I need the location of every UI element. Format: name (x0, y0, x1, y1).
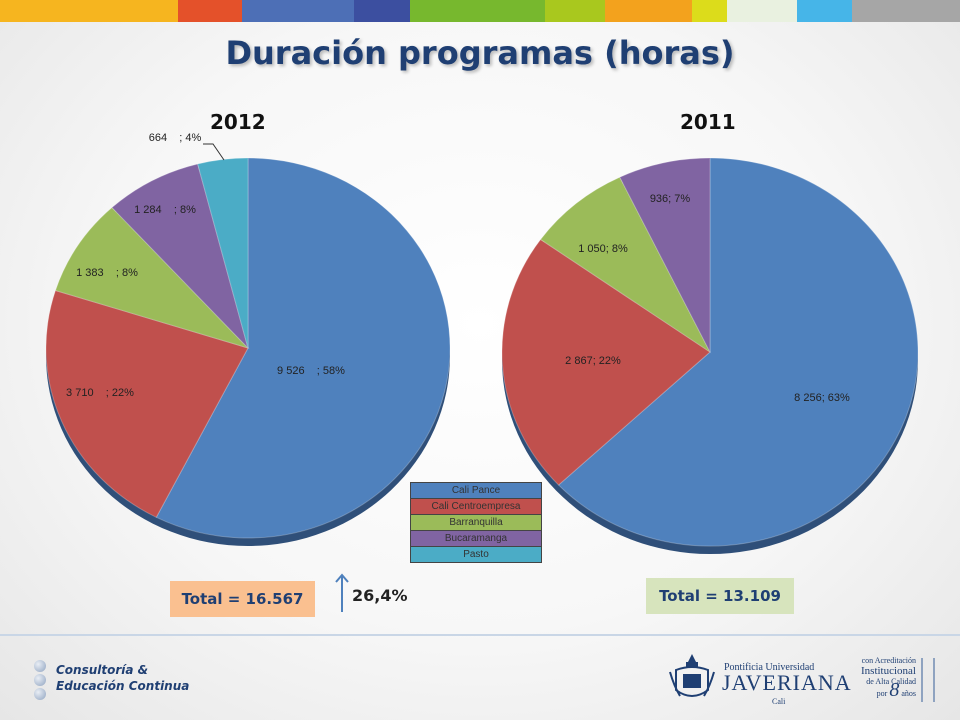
consultoria-line1: Consultoría & (56, 663, 149, 677)
university-city: Cali (772, 697, 786, 706)
legend-item-pasto: Pasto (411, 547, 541, 562)
band-segment (242, 0, 354, 22)
chart-2011-title: 2011 (680, 110, 736, 134)
data-label: 2 867; 22% (565, 355, 621, 367)
band-segment (605, 0, 692, 22)
legend: Cali Pance Cali Centroempresa Barranquil… (410, 482, 542, 563)
consultoria-line2: Educación Continua (56, 679, 190, 693)
growth-percentage: 26,4% (352, 586, 408, 605)
accreditation-line1: con Acreditación (861, 656, 916, 665)
band-segment (852, 0, 960, 22)
university-name-big: JAVERIANA (722, 670, 852, 695)
pie-slice-cali-centroempresa (501, 238, 711, 486)
accreditation-bar (921, 658, 935, 702)
band-segment (410, 0, 545, 22)
data-label: 1 284 ; 8% (134, 204, 196, 216)
data-label: 3 710 ; 22% (66, 387, 134, 399)
legend-item-cali-centroempresa: Cali Centroempresa (411, 499, 541, 515)
band-segment (545, 0, 605, 22)
up-arrow-icon (335, 573, 349, 612)
total-2011: Total = 13.109 (646, 578, 794, 614)
data-label: 936; 7% (650, 193, 691, 205)
data-label: 1 050; 8% (578, 243, 628, 255)
callout-leader-line (203, 143, 225, 161)
chart-2012-title: 2012 (210, 110, 266, 134)
pie-slice-cali-pance (557, 157, 919, 547)
pie-slice-pasto (197, 157, 249, 349)
accreditation-line2: Institucional (861, 665, 916, 677)
pie-slice-cali-pance (155, 157, 451, 539)
top-color-band (0, 0, 960, 22)
band-segment (797, 0, 852, 22)
university-crest-icon (669, 654, 715, 697)
slide-title: Duración programas (horas) (225, 34, 735, 72)
band-segment (0, 0, 178, 22)
accreditation-number: 8 (889, 679, 900, 701)
data-label: 9 526 ; 58% (277, 365, 345, 377)
pie-charts: 9 526 ; 58% 3 710 ; 22% 1 383 ; 8% 1 284 ; … (45, 132, 919, 554)
band-segment (354, 0, 410, 22)
band-segment (692, 0, 727, 22)
legend-item-barranquilla: Barranquilla (411, 515, 541, 531)
accreditation-badge: con Acreditación Institucional de Alta C… (848, 656, 916, 701)
legend-item-bucaramanga: Bucaramanga (411, 531, 541, 547)
accreditation-years: años (901, 689, 916, 698)
pie-slice-cali-centroempresa (45, 289, 249, 518)
pie-slice-bucaramanga (111, 163, 249, 349)
legend-item-cali-pance: Cali Pance (411, 483, 541, 499)
total-2012: Total = 16.567 (170, 581, 315, 617)
band-segment (178, 0, 242, 22)
accreditation-por: por (876, 689, 888, 698)
pie-slice-barranquilla (54, 206, 250, 350)
data-label: 1 383 ; 8% (76, 267, 138, 279)
pie-slice-bucaramanga (619, 157, 711, 353)
data-label: 8 256; 63% (794, 392, 850, 404)
data-label: 664 ; 4% (149, 132, 202, 144)
accreditation-line3: de Alta Calidad (866, 677, 916, 686)
pie-slice-barranquilla (539, 176, 712, 354)
university-name-small: Pontificia Universidad (724, 662, 815, 673)
band-segment (727, 0, 797, 22)
footer-divider (0, 634, 960, 636)
